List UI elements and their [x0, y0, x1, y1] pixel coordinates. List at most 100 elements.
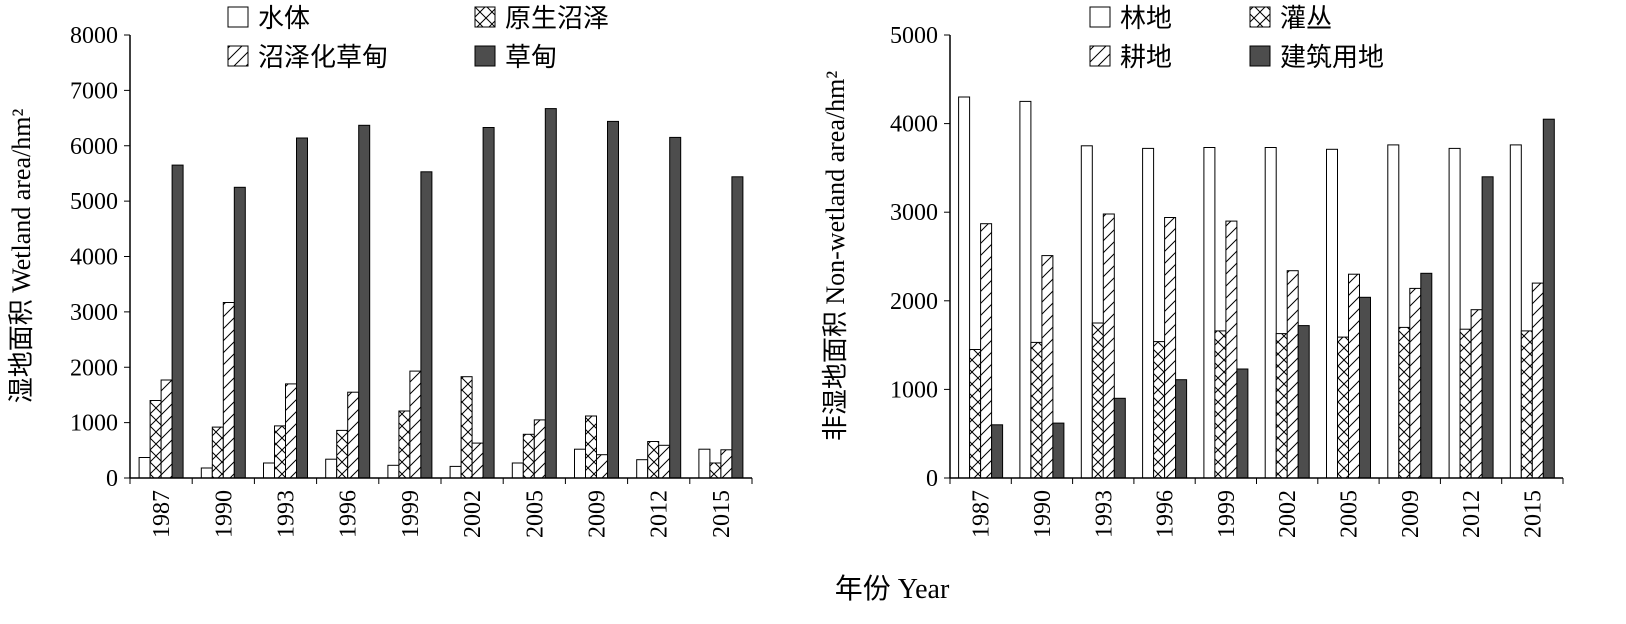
left-y-tick-label: 2000: [70, 355, 118, 381]
right-bar: [1348, 273, 1360, 479]
right-legend-label: 建筑用地: [1280, 43, 1384, 73]
left-bar: [720, 449, 733, 479]
left-x-tick-label: 2005: [522, 490, 548, 538]
x-axis-title: 年份 Year: [835, 573, 950, 605]
right-bar: [1275, 333, 1288, 479]
left-chart: 1987 1990 1993 1996 1999 2002 2005 2009 2012 2015…: [7, 4, 753, 538]
right-bar: [1030, 341, 1043, 479]
right-y-tick-label: 5000: [890, 23, 938, 49]
right-bar: [1509, 144, 1522, 479]
left-x-tick-label: 1993: [274, 490, 300, 538]
right-bar: [1359, 296, 1371, 479]
right-bar: [1387, 144, 1400, 479]
left-bar: [274, 425, 286, 479]
left-x-tick-label: 2002: [460, 490, 486, 538]
right-x-tick-label: 2005: [1337, 490, 1363, 538]
left-bar: [449, 465, 462, 479]
left-bar: [149, 400, 162, 479]
left-y-tick-label: 3000: [70, 300, 118, 326]
left-chart-axes: 1987 1990 1993 1996 1999 2002 2005 2009 2012 2015…: [70, 23, 753, 538]
right-x-tick-label: 1999: [1214, 490, 1240, 538]
right-y-axis-title: 非湿地面积 Non-wetland area/hm²: [821, 71, 850, 441]
right-bar: [1459, 328, 1472, 479]
left-bar: [522, 433, 535, 479]
right-legend-label: 林地: [1120, 4, 1172, 34]
left-bar: [160, 379, 173, 479]
left-legend-label: 原生沼泽: [505, 4, 609, 34]
right-legend-swatch: [1089, 6, 1111, 28]
right-bar: [1520, 330, 1533, 479]
right-x-tick-label: 1993: [1091, 490, 1117, 538]
right-x-tick-label: 2012: [1459, 490, 1485, 538]
right-legend-label: 耕地: [1120, 43, 1172, 73]
right-bar: [1398, 326, 1411, 479]
right-bar: [1225, 220, 1238, 479]
right-x-tick-label: 1987: [969, 490, 995, 538]
left-bar: [285, 383, 297, 479]
left-bar: [409, 370, 422, 479]
right-bar: [1531, 282, 1544, 479]
right-bar: [1542, 118, 1555, 479]
right-bar: [1286, 270, 1299, 479]
right-y-tick-label: 2000: [890, 289, 938, 315]
left-bar: [669, 136, 682, 479]
left-bar: [263, 462, 275, 479]
right-bar: [980, 223, 993, 479]
right-bar: [1153, 341, 1166, 479]
right-bar: [1041, 255, 1054, 479]
left-x-tick-label: 1996: [336, 490, 362, 538]
left-legend-swatch: [227, 6, 249, 28]
left-x-tick-label: 1990: [211, 490, 237, 538]
right-chart-axes: 1987 1990 1993 1996 1999 2002 2005 2009 2012 2015…: [890, 23, 1564, 538]
left-legend-swatch: [474, 45, 496, 67]
right-bar: [991, 424, 1004, 479]
left-bar: [482, 127, 495, 479]
right-y-tick-label: 3000: [890, 200, 938, 226]
right-bar: [1175, 379, 1188, 479]
right-bar: [1409, 287, 1422, 479]
right-bar: [1080, 145, 1093, 479]
right-chart-bars: [958, 96, 1555, 479]
right-x-tick-label: 2009: [1398, 490, 1424, 538]
right-bar: [1214, 330, 1227, 479]
right-y-tick-label: 0: [926, 466, 938, 492]
right-x-tick-label: 2015: [1520, 490, 1546, 538]
left-bar: [387, 464, 400, 479]
left-bar: [233, 186, 246, 479]
left-x-tick-label: 1987: [149, 490, 175, 538]
right-bar: [958, 96, 971, 479]
left-y-tick-label: 4000: [70, 245, 118, 271]
left-y-tick-label: 0: [106, 466, 118, 492]
right-y-tick-label: 1000: [890, 377, 938, 403]
left-bar: [358, 124, 371, 479]
right-bar: [1164, 217, 1177, 479]
right-bar: [1113, 397, 1126, 479]
left-bar: [296, 137, 308, 479]
left-x-tick-label: 2009: [585, 490, 611, 538]
left-legend-label: 草甸: [505, 43, 557, 73]
right-y-tick-label: 4000: [890, 112, 938, 138]
left-x-tick-label: 2012: [647, 490, 673, 538]
left-bar: [200, 467, 213, 479]
left-y-tick-label: 6000: [70, 134, 118, 160]
left-bar: [585, 415, 597, 479]
left-bar: [607, 120, 619, 479]
left-y-tick-label: 8000: [70, 23, 118, 49]
right-bar: [1448, 147, 1461, 479]
right-x-tick-label: 1996: [1153, 490, 1179, 538]
right-bar: [1297, 325, 1310, 479]
left-bar: [544, 108, 557, 479]
left-bar: [347, 391, 360, 479]
left-legend-label: 水体: [258, 4, 310, 34]
right-legend-swatch: [1249, 6, 1271, 28]
left-x-tick-label: 2015: [709, 490, 735, 538]
right-bar: [1420, 272, 1433, 479]
right-bar: [1481, 176, 1494, 479]
left-legend-label: 沼泽化草甸: [258, 43, 388, 73]
right-legend-swatch: [1089, 45, 1111, 67]
right-bar: [1264, 147, 1277, 479]
left-y-tick-label: 5000: [70, 189, 118, 215]
left-legend-swatch: [227, 45, 249, 67]
